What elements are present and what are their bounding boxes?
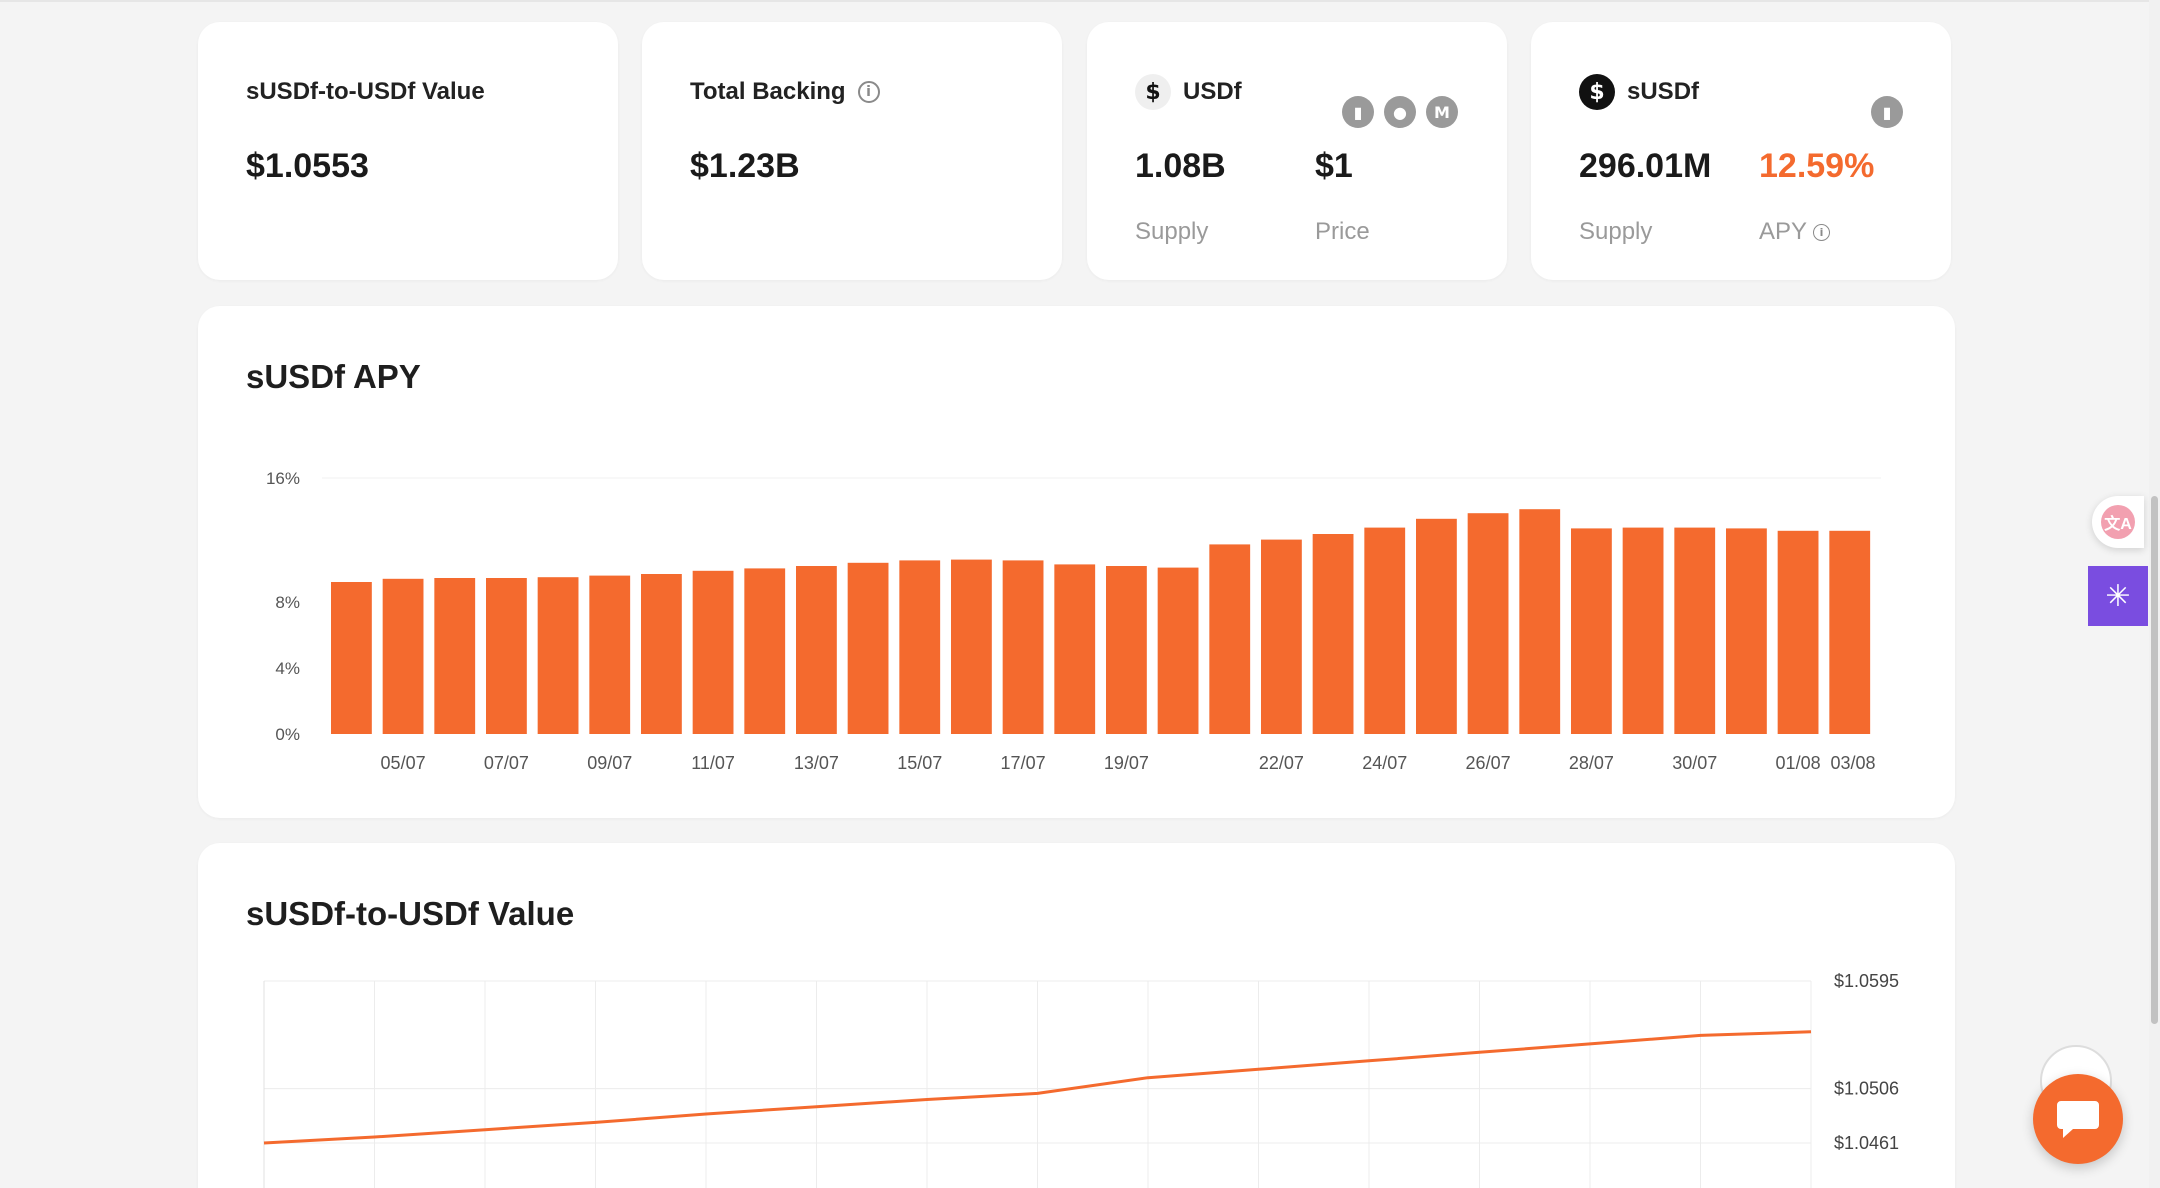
apy-bar bbox=[744, 568, 786, 734]
apy-bar bbox=[692, 570, 734, 734]
apy-bar bbox=[1209, 544, 1251, 734]
info-circle-icon[interactable]: i bbox=[1813, 223, 1831, 241]
x-tick-label: 26/07 bbox=[1466, 753, 1511, 773]
susdf-apy-caption: APY i bbox=[1759, 218, 1831, 246]
usdf-supply-value: 1.08B bbox=[1135, 147, 1226, 185]
apy-bar bbox=[1054, 564, 1096, 734]
apy-bar bbox=[537, 577, 579, 734]
usdf-card: $ USDf ▮ ● M 1.08B Supply $1 Price bbox=[1087, 22, 1507, 280]
apy-bar bbox=[589, 575, 631, 734]
x-tick-label: 07/07 bbox=[484, 753, 529, 773]
apy-bar bbox=[331, 582, 372, 734]
apy-bar bbox=[796, 566, 837, 734]
apy-bar bbox=[1312, 534, 1354, 734]
susdf-apy-label: APY bbox=[1759, 218, 1808, 245]
translate-icon: 文A bbox=[2101, 505, 2135, 539]
susdf-apy-value: 12.59% bbox=[1759, 147, 1875, 185]
y-tick-label: 4% bbox=[275, 659, 300, 678]
backing-card-value: $1.23B bbox=[690, 147, 800, 185]
apy-bar bbox=[1777, 530, 1819, 734]
apy-bar bbox=[1002, 560, 1044, 734]
susdf-card: $ sUSDf ▮ 296.01M Supply 12.59% APY i bbox=[1531, 22, 1951, 280]
y-tick-label: 0% bbox=[275, 725, 300, 744]
coinmarketcap-icon[interactable]: M bbox=[1426, 96, 1458, 128]
apy-bar bbox=[1829, 530, 1871, 734]
coingecko-icon[interactable]: ● bbox=[1384, 96, 1416, 128]
x-tick-label: 13/07 bbox=[794, 753, 839, 773]
usdf-platform-links: ▮ ● M bbox=[1342, 96, 1458, 128]
x-tick-label: 03/08 bbox=[1830, 753, 1875, 773]
sparkle-icon: ✳ bbox=[2105, 578, 2131, 614]
x-tick-label: 24/07 bbox=[1362, 753, 1407, 773]
usdf-coin-icon: $ bbox=[1135, 74, 1171, 110]
x-tick-label: 09/07 bbox=[587, 753, 632, 773]
apy-bar bbox=[1726, 528, 1767, 734]
value-line-chart: $1.0595 $1.0506 $1.0461 bbox=[263, 971, 1899, 1188]
backing-card-label: Total Backing bbox=[690, 78, 846, 105]
apy-bar bbox=[1622, 527, 1664, 734]
defillama-icon[interactable]: ▮ bbox=[1871, 96, 1903, 128]
y-tick-label: $1.0461 bbox=[1834, 1133, 1899, 1153]
x-tick-label: 11/07 bbox=[691, 753, 735, 773]
apy-bar bbox=[1467, 513, 1509, 734]
x-tick-label: 28/07 bbox=[1569, 753, 1614, 773]
apy-chart-title: sUSDf APY bbox=[246, 358, 421, 395]
ai-assistant-button[interactable]: ✳ bbox=[2088, 566, 2148, 626]
x-tick-label: 15/07 bbox=[897, 753, 942, 773]
apy-bar bbox=[847, 562, 889, 734]
value-line bbox=[263, 1030, 1812, 1145]
susdf-supply-label: Supply bbox=[1579, 218, 1653, 245]
x-tick-label: 22/07 bbox=[1259, 753, 1304, 773]
x-tick-label: 30/07 bbox=[1672, 753, 1717, 773]
info-circle-icon[interactable]: i bbox=[857, 81, 880, 103]
value-card-value: $1.0553 bbox=[246, 147, 369, 185]
backing-card-header: Total Backing i bbox=[690, 78, 880, 106]
apy-bar bbox=[641, 574, 682, 734]
apy-bar bbox=[1364, 527, 1406, 734]
usdf-card-name: USDf bbox=[1183, 78, 1242, 105]
apy-bar bbox=[951, 559, 992, 734]
value-chart-title: sUSDf-to-USDf Value bbox=[246, 895, 575, 932]
backing-card: Total Backing i $1.23B bbox=[642, 22, 1062, 280]
y-tick-label: 8% bbox=[275, 593, 300, 612]
translate-button[interactable]: 文A bbox=[2092, 496, 2144, 548]
apy-bar bbox=[1261, 539, 1302, 734]
usdf-card-header: $ USDf bbox=[1135, 74, 1242, 110]
top-border bbox=[0, 0, 2160, 2]
chat-button[interactable] bbox=[2033, 1074, 2123, 1164]
usdf-price-value: $1 bbox=[1315, 147, 1353, 185]
apy-bar bbox=[434, 578, 476, 734]
apy-bar bbox=[382, 578, 424, 734]
x-tick-label: 05/07 bbox=[381, 753, 426, 773]
chat-bubble-icon bbox=[2057, 1101, 2099, 1138]
susdf-platform-links: ▮ bbox=[1871, 96, 1903, 128]
usdf-price-label: Price bbox=[1315, 218, 1370, 245]
susdf-coin-icon: $ bbox=[1579, 74, 1615, 110]
x-tick-label: 01/08 bbox=[1776, 753, 1821, 773]
usdf-supply-label: Supply bbox=[1135, 218, 1209, 245]
apy-bar bbox=[899, 560, 941, 734]
susdf-supply-value: 296.01M bbox=[1579, 147, 1712, 185]
value-card-label: sUSDf-to-USDf Value bbox=[246, 78, 485, 105]
apy-bar bbox=[1106, 566, 1147, 734]
defillama-icon[interactable]: ▮ bbox=[1342, 96, 1374, 128]
susdf-card-name: sUSDf bbox=[1627, 78, 1700, 105]
scrollbar-thumb[interactable] bbox=[2151, 496, 2158, 1024]
apy-bar bbox=[1571, 528, 1612, 734]
value-chart-card: sUSDf-to-USDf Value $1.0595 $1.0506 $1.046… bbox=[198, 843, 1955, 1188]
apy-chart-card: sUSDf APY 16% 8% 4% 0% 05/07 07/07 09/07 11/07 1… bbox=[198, 306, 1955, 818]
x-tick-label: 17/07 bbox=[1001, 753, 1046, 773]
apy-bar bbox=[486, 578, 527, 734]
x-tick-label: 19/07 bbox=[1104, 753, 1149, 773]
apy-bar bbox=[1416, 518, 1457, 734]
susdf-card-header: $ sUSDf bbox=[1579, 74, 1699, 110]
y-tick-label: 16% bbox=[266, 469, 300, 488]
value-card: sUSDf-to-USDf Value $1.0553 bbox=[198, 22, 618, 280]
apy-bar bbox=[1157, 567, 1199, 734]
y-tick-label: $1.0506 bbox=[1834, 1079, 1899, 1099]
apy-bar bbox=[1519, 509, 1561, 734]
apy-bar-chart: 16% 8% 4% 0% 05/07 07/07 09/07 11/07 13/07 15/07 1… bbox=[266, 469, 1881, 773]
y-tick-label: $1.0595 bbox=[1834, 971, 1899, 991]
apy-bar bbox=[1674, 527, 1716, 734]
